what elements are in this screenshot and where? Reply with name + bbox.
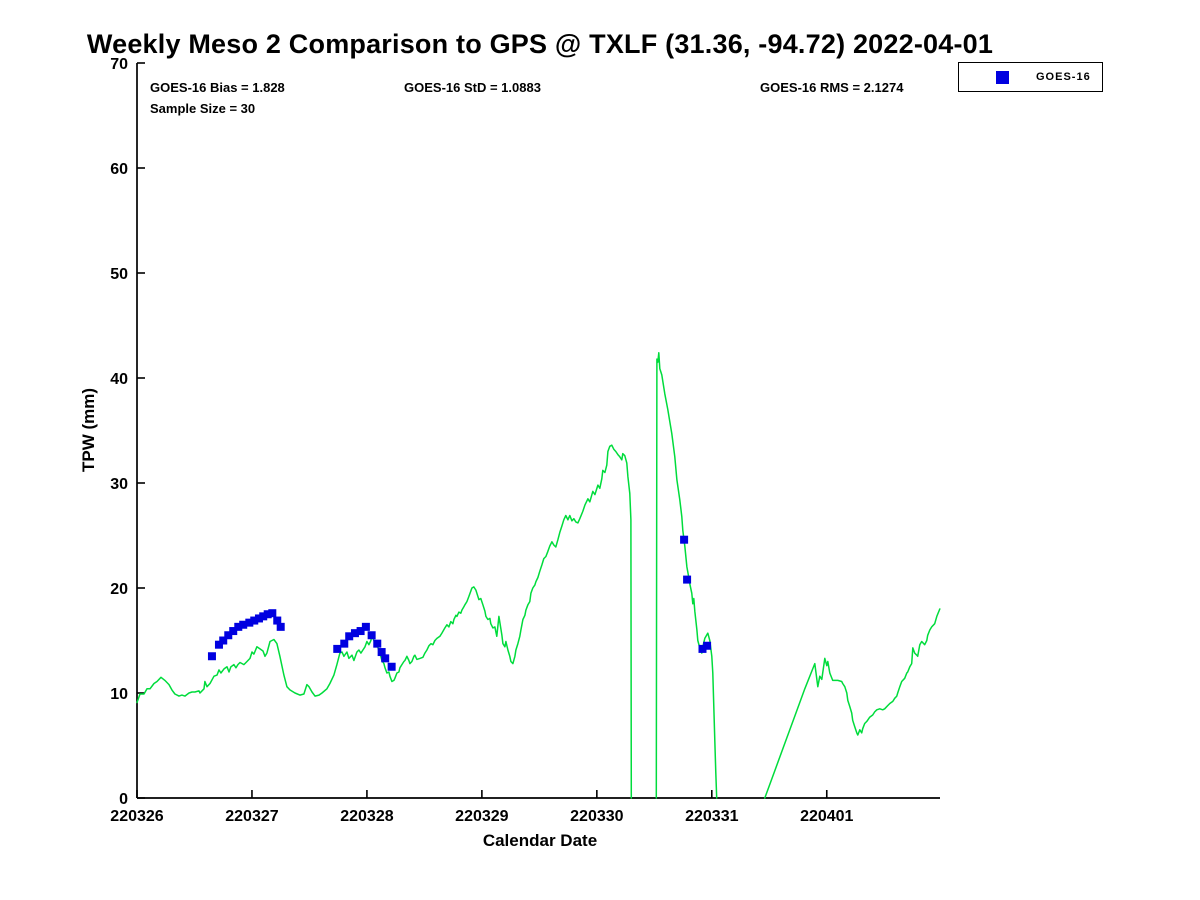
goes16-point (683, 575, 692, 584)
legend-box: GOES-16 (958, 62, 1103, 92)
goes16-point (214, 640, 223, 649)
x-tick-label: 220401 (800, 808, 853, 825)
goes16-point (250, 616, 259, 625)
goes16-point (361, 622, 370, 631)
gps-line (655, 352, 718, 799)
gps-line (764, 608, 941, 799)
chart-title: Weekly Meso 2 Comparison to GPS @ TXLF (… (86, 29, 994, 59)
goes16-point (340, 639, 349, 648)
goes16-point (381, 654, 390, 663)
x-tick-label: 220329 (455, 808, 508, 825)
legend-marker-square-icon (996, 70, 1009, 84)
stat-sample-size: Sample Size = 30 (150, 101, 256, 116)
y-tick-label: 60 (110, 161, 128, 178)
stat-std: GOES-16 StD = 1.0883 (404, 80, 541, 95)
goes16-point (345, 632, 354, 641)
goes16-point (254, 614, 263, 623)
x-tick-label: 220328 (340, 808, 393, 825)
goes16-point (268, 609, 277, 618)
x-tick-label: 220327 (225, 808, 278, 825)
stat-rms: GOES-16 RMS = 2.1274 (760, 80, 904, 95)
y-tick-label: 10 (110, 686, 128, 703)
goes16-point (219, 636, 228, 645)
goes16-point (350, 629, 359, 638)
y-tick-label: 70 (110, 56, 128, 73)
x-tick-label: 220326 (110, 808, 163, 825)
goes16-point (273, 616, 282, 625)
goes16-point (680, 535, 689, 544)
goes16-point (387, 662, 396, 671)
goes16-point (224, 631, 233, 640)
y-tick-label: 20 (110, 581, 128, 598)
gps-line (136, 444, 633, 799)
x-tick-label: 220330 (570, 808, 623, 825)
goes16-point (377, 648, 386, 657)
goes16-point (259, 612, 268, 621)
y-tick-label: 50 (110, 266, 128, 283)
goes16-point (207, 652, 216, 661)
goes16-point (698, 644, 707, 653)
goes16-point (239, 620, 248, 629)
goes16-point (356, 627, 365, 636)
goes16-point (276, 622, 285, 631)
y-tick-label: 30 (110, 476, 128, 493)
legend-label: GOES-16 (1036, 71, 1091, 83)
y-tick-label: 0 (119, 791, 128, 808)
goes16-point (367, 631, 376, 640)
goes16-point (245, 618, 254, 627)
stat-bias: GOES-16 Bias = 1.828 (150, 80, 285, 95)
goes16-point (263, 610, 272, 619)
goes16-point (333, 644, 342, 653)
x-tick-label: 220331 (685, 808, 738, 825)
goes16-point (229, 627, 238, 636)
x-axis-label: Calendar Date (482, 831, 598, 850)
goes16-point (373, 639, 382, 648)
goes16-point (703, 641, 712, 650)
y-axis-label: TPW (mm) (79, 387, 98, 473)
y-tick-label: 40 (110, 371, 128, 388)
goes16-point (234, 622, 243, 631)
